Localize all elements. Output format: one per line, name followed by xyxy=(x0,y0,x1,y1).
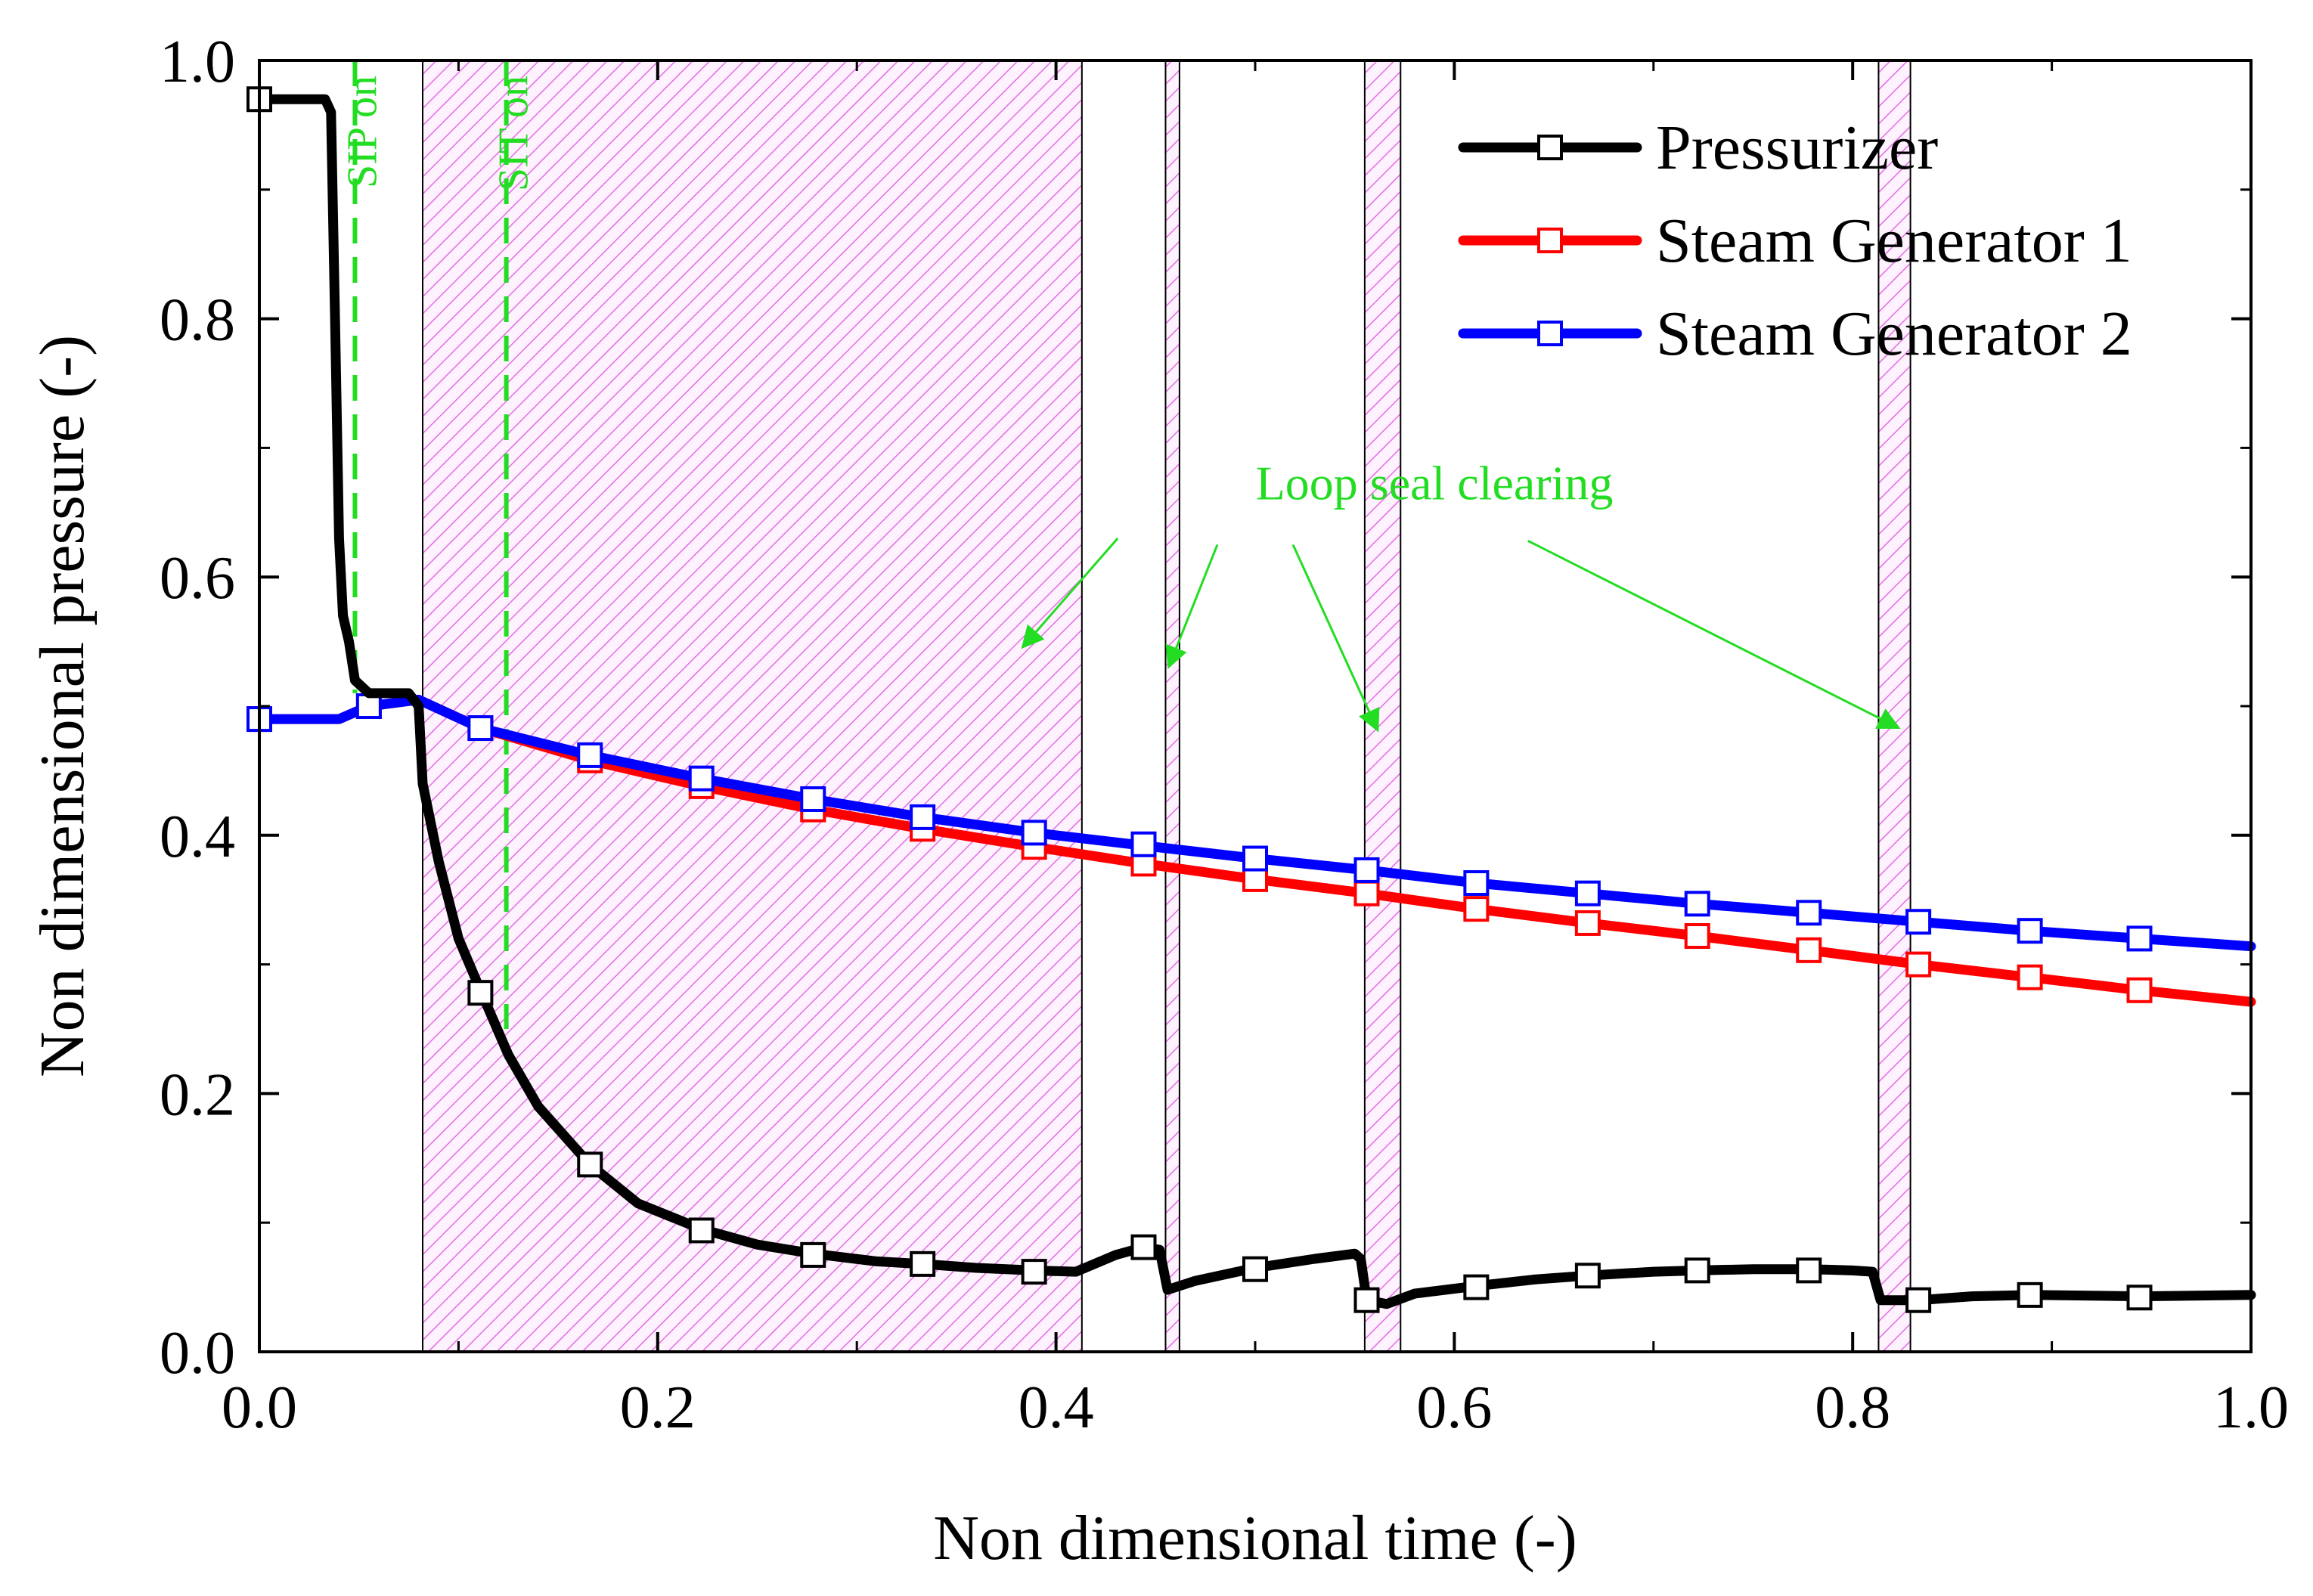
series-line-pressurizer xyxy=(254,94,2256,1309)
marker-pressurizer-14 xyxy=(1796,1257,1822,1284)
y-tick-label-1: 0.0 xyxy=(160,1320,235,1387)
x-axis-label: Non dimensional time (-) xyxy=(933,1503,1577,1573)
annotation-arrow-1 xyxy=(1021,537,1119,649)
marker-steam-generator-1-13 xyxy=(1574,910,1601,936)
axes: 0.0 0.2 0.4 0.6 0.8 1.0 0.0 0.2 0.4 0.6 0.8 1.0 xyxy=(160,29,2289,1441)
x-tick-label-6: 1.0 xyxy=(2213,1374,2289,1441)
y-tick-label-3: 0.4 xyxy=(160,804,235,870)
x-tick-label-1: 0.0 xyxy=(222,1374,297,1441)
marker-pressurizer-5 xyxy=(800,1241,826,1268)
y-tick-label-6: 1.0 xyxy=(160,29,235,95)
marker-steam-generator-2-9 xyxy=(1130,831,1157,857)
marker-pressurizer-17 xyxy=(2126,1285,2153,1311)
marker-pressurizer-10 xyxy=(1353,1287,1380,1313)
marker-steam-generator-2-7 xyxy=(910,804,936,830)
annotation-arrow-2 xyxy=(1165,544,1219,669)
marker-pressurizer-12 xyxy=(1574,1263,1601,1289)
marker-steam-generator-2-16 xyxy=(1905,909,1932,935)
marker-pressurizer-8 xyxy=(1130,1234,1157,1260)
marker-steam-generator-2-18 xyxy=(2126,925,2153,952)
x-tick-label-5: 0.8 xyxy=(1815,1374,1890,1441)
marker-steam-generator-1-11 xyxy=(1353,880,1380,906)
shaded-regions xyxy=(421,60,1911,1353)
annotation-layer: Loop seal clearing xyxy=(1021,457,1901,733)
annotation-arrow-3 xyxy=(1291,544,1380,733)
marker-steam-generator-1-14 xyxy=(1684,923,1710,950)
marker-pressurizer-9 xyxy=(1242,1256,1268,1282)
marker-pressurizer-6 xyxy=(910,1250,936,1277)
marker-steam-generator-2-17 xyxy=(2017,918,2043,944)
legend-marker-steam-generator-1 xyxy=(1537,228,1563,253)
marker-pressurizer-15 xyxy=(1905,1287,1932,1313)
marker-steam-generator-2-8 xyxy=(1021,820,1047,846)
x-tick-label-2: 0.2 xyxy=(620,1374,696,1441)
marker-steam-generator-2-12 xyxy=(1463,869,1490,896)
marker-steam-generator-2-13 xyxy=(1574,880,1601,906)
marker-pressurizer-7 xyxy=(1021,1259,1047,1285)
annotation-arrow-4 xyxy=(1527,540,1901,730)
shaded-region-3 xyxy=(1363,60,1402,1353)
marker-steam-generator-1-12 xyxy=(1463,896,1490,922)
y-tick-label-2: 0.2 xyxy=(160,1061,235,1128)
series-layer xyxy=(246,86,2256,1313)
shaded-region-4 xyxy=(1877,60,1911,1353)
shaded-region-2 xyxy=(1164,60,1180,1353)
x-tick-label-4: 0.6 xyxy=(1416,1374,1492,1441)
legend-label-pressurizer: Pressurizer xyxy=(1656,113,1938,183)
marker-pressurizer-16 xyxy=(2017,1281,2043,1308)
marker-steam-generator-2-10 xyxy=(1242,845,1268,872)
loop-seal-annotation: Loop seal clearing xyxy=(1256,457,1614,510)
legend: Pressurizer Steam Generator 1 Steam Genera… xyxy=(1458,113,2132,369)
marker-steam-generator-1-18 xyxy=(2126,977,2153,1003)
injection-lines: SIP on SIT on xyxy=(339,60,538,1029)
marker-steam-generator-1-17 xyxy=(2017,964,2043,990)
marker-steam-generator-1-16 xyxy=(1905,951,1932,978)
marker-steam-generator-2-6 xyxy=(800,786,826,812)
vline-label-1: SIP on xyxy=(339,76,386,188)
marker-steam-generator-1-15 xyxy=(1796,937,1822,963)
marker-steam-generator-2-3 xyxy=(467,715,494,742)
marker-steam-generator-2-11 xyxy=(1353,857,1380,883)
vline-label-2: SIT on xyxy=(491,76,538,191)
y-tick-label-4: 0.6 xyxy=(160,545,235,612)
marker-pressurizer-13 xyxy=(1684,1257,1710,1284)
legend-label-steam-generator-1: Steam Generator 1 xyxy=(1656,206,2132,276)
x-tick-label-3: 0.4 xyxy=(1019,1374,1094,1441)
marker-steam-generator-2-5 xyxy=(688,765,715,792)
legend-marker-pressurizer xyxy=(1537,135,1563,160)
marker-steam-generator-2-15 xyxy=(1796,900,1822,926)
marker-pressurizer-11 xyxy=(1463,1274,1490,1300)
marker-steam-generator-2-2 xyxy=(355,693,382,719)
marker-pressurizer-2 xyxy=(467,980,494,1006)
marker-steam-generator-2-4 xyxy=(577,742,603,768)
y-axis-label: Non dimensional pressure (-) xyxy=(27,335,98,1077)
shaded-region-1 xyxy=(421,60,1083,1353)
legend-label-steam-generator-2: Steam Generator 2 xyxy=(1656,299,2132,369)
marker-steam-generator-1-10 xyxy=(1242,866,1268,892)
marker-steam-generator-2-14 xyxy=(1684,891,1710,917)
marker-pressurizer-4 xyxy=(688,1217,715,1244)
legend-marker-steam-generator-2 xyxy=(1537,321,1563,346)
y-tick-label-5: 0.8 xyxy=(160,287,235,354)
marker-pressurizer-3 xyxy=(577,1151,603,1178)
